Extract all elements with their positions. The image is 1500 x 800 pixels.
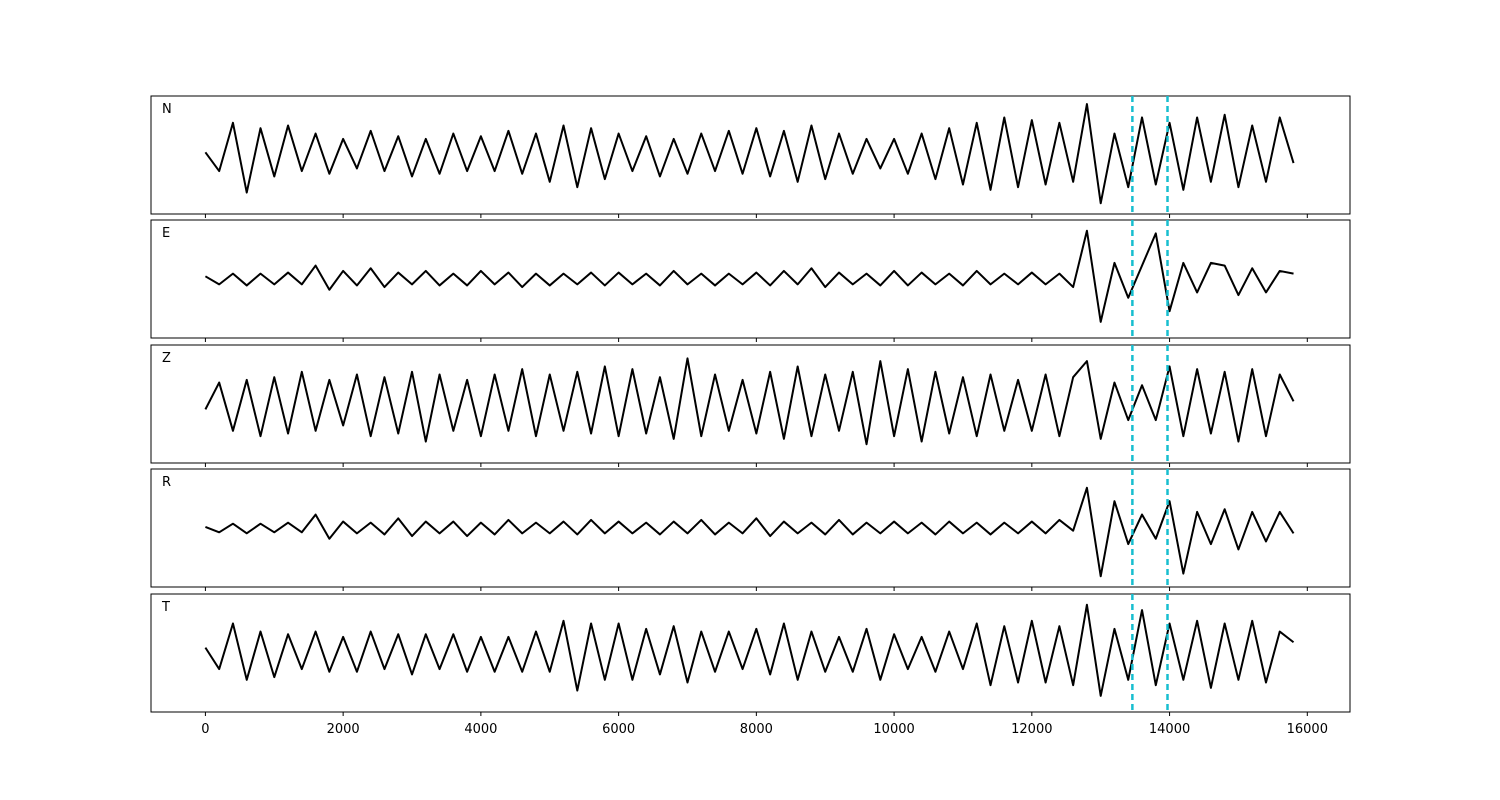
panel-label: T <box>161 600 170 615</box>
panel-label: R <box>162 475 171 490</box>
waveform <box>204 603 1295 697</box>
x-tick-label: 16000 <box>1287 722 1328 737</box>
x-tick-label: 2000 <box>327 722 360 737</box>
panel-frame <box>150 219 1351 339</box>
panel-frame <box>150 95 1351 215</box>
x-tick-label: 6000 <box>602 722 635 737</box>
panel-frame <box>150 593 1351 713</box>
waveform <box>204 357 1295 446</box>
panel-label: Z <box>162 351 171 366</box>
x-tick-label: 14000 <box>1149 722 1190 737</box>
waveform <box>204 103 1295 205</box>
panel-label: N <box>162 102 172 117</box>
x-tick-label: 10000 <box>873 722 914 737</box>
x-tick-label: 4000 <box>464 722 497 737</box>
panel-frame <box>150 344 1351 464</box>
x-tick-label: 8000 <box>740 722 773 737</box>
x-tick-label: 0 <box>201 722 209 737</box>
waveform <box>204 229 1294 323</box>
x-tick-label: 12000 <box>1011 722 1052 737</box>
waveform <box>205 486 1295 578</box>
panel-frame <box>150 468 1351 588</box>
panel-label: E <box>162 226 170 241</box>
